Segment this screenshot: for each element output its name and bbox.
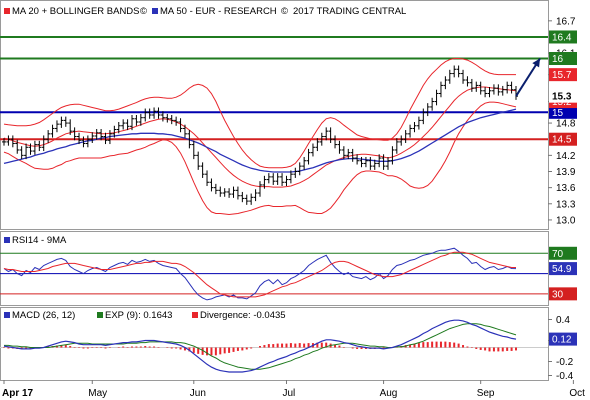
macd-panel: 0.40.1-0.2-0.40.12 MACD (26, 12) EXP (9)…	[0, 307, 577, 382]
price-value-tag: 15.7	[552, 70, 572, 81]
bollinger-upper-line	[3, 58, 516, 169]
level-tag: 14.5	[552, 135, 572, 146]
legend-ma20-label: MA 20 + BOLLINGER BANDS	[12, 6, 140, 17]
macd-legend: MACD (26, 12) EXP (9): 0.1643 Divergence…	[4, 310, 286, 321]
price-tick-label: 14.2	[556, 151, 576, 162]
legend-copyright-symbol-2: ©	[281, 6, 288, 17]
price-legend: MA 20 + BOLLINGER BANDS © MA 50 - EUR - …	[4, 6, 406, 17]
x-tick-label: Aug	[380, 388, 398, 399]
macd-tick-label: -0.2	[556, 357, 574, 368]
price-tick-label: 13.3	[556, 199, 576, 210]
rsi-level-tag-bg	[549, 287, 577, 301]
rsi-panel: 70 30 54.9 RSI14 - 9MA	[0, 231, 577, 306]
price-value-tag-bg	[549, 68, 577, 82]
macd-value-tag: 0.12	[552, 335, 572, 346]
rsi-level-tag-bg	[549, 246, 577, 260]
rsi-level-tag: 30	[552, 289, 564, 300]
level-tag: 16	[552, 54, 564, 65]
price-tick-label: 13.9	[556, 167, 576, 178]
last-close-tag: 15.3	[552, 92, 572, 103]
bollinger-lower-line	[3, 101, 517, 216]
x-tick-label: Jun	[190, 388, 206, 399]
level-tag-bg	[549, 105, 577, 119]
rsi-value-tag: 54.9	[552, 264, 572, 275]
macd-tick-label: -0.4	[556, 371, 574, 382]
level-tag-bg	[549, 132, 577, 146]
x-axis: Apr 17 May Jun Jul Aug Sep Oct	[2, 380, 585, 399]
level-tag-bg	[549, 30, 577, 44]
ma50-line	[3, 108, 517, 173]
rsi-title: RSI14 - 9MA	[12, 235, 67, 246]
legend-copyright-label: 2017 TRADING CENTRAL	[293, 6, 406, 17]
target-arrow-head	[532, 58, 540, 68]
macd-value-tag-bg	[549, 332, 577, 346]
price-tick-label: 14.8	[556, 119, 576, 130]
x-tick-label: Jul	[282, 388, 295, 399]
x-tick-label: Sep	[477, 388, 495, 399]
legend-divergence-label: Divergence: -0.0435	[200, 310, 286, 321]
legend-swatch-divergence	[192, 312, 198, 318]
legend-exp-label: EXP (9): 0.1643	[105, 310, 172, 321]
x-tick-label: Apr 17	[2, 388, 34, 399]
price-tick-label: 16.7	[556, 16, 576, 27]
level-tag-bg	[549, 52, 577, 65]
legend-swatch-ma20	[4, 8, 10, 14]
legend-swatch-ma50	[152, 8, 158, 14]
price-panel: 16.716.115.715.214.814.213.913.613.313.0…	[0, 0, 577, 230]
rsi-series-9ma	[3, 251, 516, 298]
level-tag: 16.4	[552, 32, 572, 43]
legend-swatch-macd	[4, 312, 10, 318]
level-tag: 15	[552, 108, 564, 119]
rsi-value-tag-bg	[549, 262, 577, 276]
legend-swatch-rsi	[4, 237, 10, 243]
legend-swatch-exp	[97, 312, 103, 318]
legend-ma50-label: MA 50 - EUR - RESEARCH	[160, 6, 277, 17]
last-close-tag-bg	[549, 89, 577, 103]
x-tick-label: May	[88, 388, 107, 399]
price-tick-label: 13.0	[556, 215, 576, 226]
rsi-legend: RSI14 - 9MA	[4, 235, 67, 246]
macd-tick-label: 0.4	[556, 315, 570, 326]
rsi-level-tag: 70	[552, 249, 564, 260]
legend-copyright-symbol-1: ©	[140, 6, 147, 17]
price-tick-label: 13.6	[556, 183, 576, 194]
macd-exp-line	[4, 323, 517, 370]
macd-line	[3, 319, 517, 373]
legend-macd-label: MACD (26, 12)	[12, 310, 75, 321]
rsi-series-rsi14	[3, 247, 517, 301]
x-tick-label: Oct	[569, 388, 585, 399]
